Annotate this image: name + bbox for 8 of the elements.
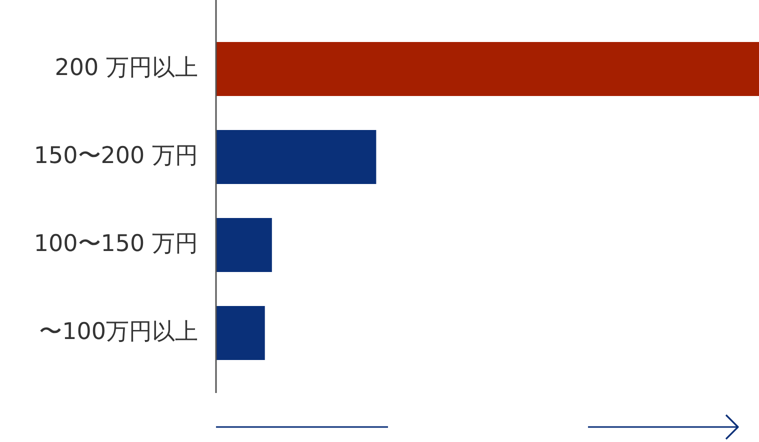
y-tick-label: 〜100万円以上 [39,318,198,345]
bar [216,130,376,184]
bar [216,42,759,96]
bar [216,218,272,272]
y-tick-label: 200 万円以上 [54,54,198,81]
y-tick-label: 150〜200 万円 [34,142,198,169]
y-tick-label: 100〜150 万円 [34,230,198,257]
bar [216,306,265,360]
